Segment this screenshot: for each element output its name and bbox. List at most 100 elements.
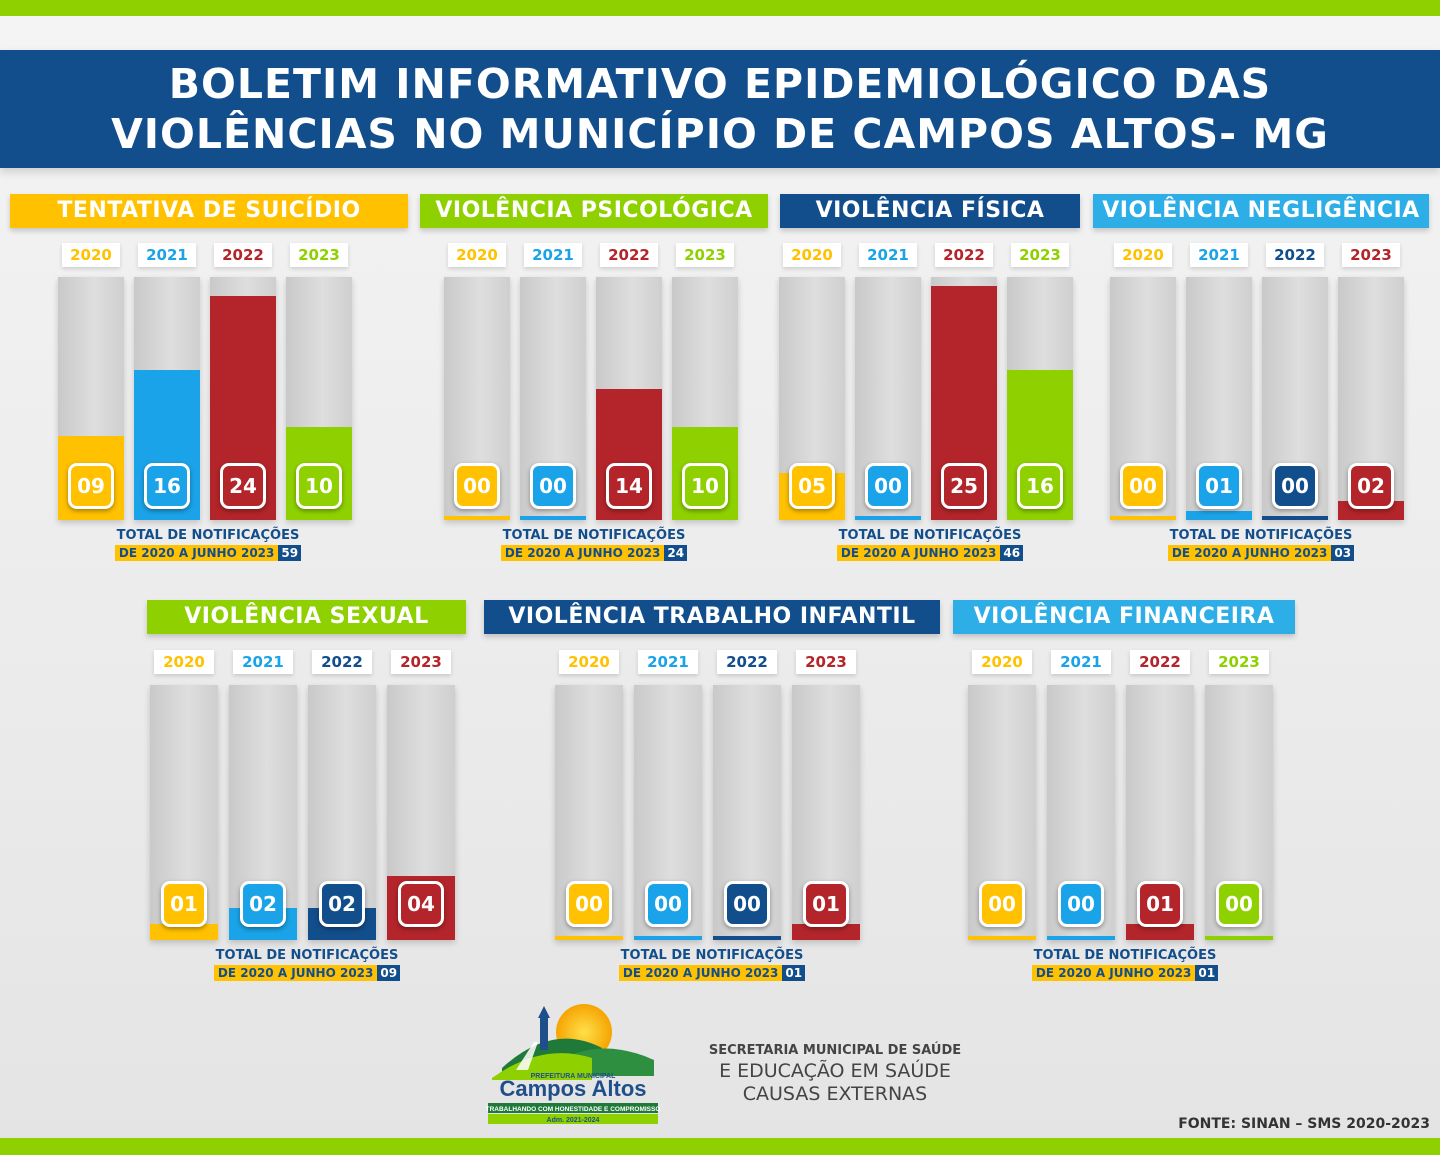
bottom-stripe xyxy=(0,1138,1440,1155)
bar xyxy=(1047,936,1115,940)
value-label: 00 xyxy=(979,881,1025,927)
year-label: 2023 xyxy=(676,243,734,267)
value-label: 05 xyxy=(789,463,835,509)
value-label: 00 xyxy=(454,463,500,509)
total-count-badge: 01 xyxy=(1195,965,1219,981)
bar xyxy=(634,936,702,940)
value-label: 00 xyxy=(645,881,691,927)
total-range-text: DE 2020 A JUNHO 2023 xyxy=(1167,545,1332,561)
total-label: TOTAL DE NOTIFICAÇÕES xyxy=(502,528,686,543)
year-label: 2022 xyxy=(312,650,372,674)
year-label: 2022 xyxy=(1266,243,1324,267)
chart-title: VIOLÊNCIA NEGLIGÊNCIA xyxy=(1093,194,1429,228)
total-count-badge: 09 xyxy=(377,965,401,981)
year-label: 2021 xyxy=(524,243,582,267)
bar xyxy=(150,924,218,940)
secretariat-line-3: CAUSAS EXTERNAS xyxy=(742,1083,928,1105)
total-range-text: DE 2020 A JUNHO 2023 xyxy=(114,545,279,561)
total-count-badge: 24 xyxy=(664,545,688,561)
secretariat-line-1: SECRETARIA MUNICIPAL DE SAÚDE xyxy=(708,1043,962,1058)
bar xyxy=(713,936,781,940)
bar xyxy=(855,516,921,520)
value-label: 24 xyxy=(220,463,266,509)
year-label: 2021 xyxy=(138,243,196,267)
value-label: 25 xyxy=(941,463,987,509)
year-label: 2022 xyxy=(600,243,658,267)
total-count-badge: 01 xyxy=(782,965,806,981)
page-title-line-2: VIOLÊNCIAS NO MUNICÍPIO DE CAMPOS ALTOS-… xyxy=(111,110,1329,158)
church-icon xyxy=(540,1018,548,1050)
value-label: 10 xyxy=(296,463,342,509)
total-range: DE 2020 A JUNHO 2023 01 xyxy=(1031,965,1219,981)
year-label: 2022 xyxy=(935,243,993,267)
value-label: 01 xyxy=(161,881,207,927)
year-label: 2022 xyxy=(717,650,777,674)
bar xyxy=(555,936,623,940)
bar xyxy=(444,516,510,520)
total-count-badge: 59 xyxy=(278,545,302,561)
bar xyxy=(1186,510,1252,520)
year-label: 2020 xyxy=(448,243,506,267)
year-label: 2023 xyxy=(1342,243,1400,267)
year-label: 2020 xyxy=(783,243,841,267)
logo-top-text: PREFEITURA MUNICIPAL xyxy=(531,1073,617,1080)
year-label: 2020 xyxy=(154,650,214,674)
total-label: TOTAL DE NOTIFICAÇÕES xyxy=(1169,528,1353,543)
year-label: 2021 xyxy=(233,650,293,674)
value-label: 00 xyxy=(1120,463,1166,509)
chart-title: VIOLÊNCIA PSICOLÓGICA xyxy=(420,194,768,228)
year-label: 2021 xyxy=(1190,243,1248,267)
total-label: TOTAL DE NOTIFICAÇÕES xyxy=(116,528,300,543)
value-label: 01 xyxy=(1137,881,1183,927)
year-label: 2023 xyxy=(391,650,451,674)
value-label: 16 xyxy=(144,463,190,509)
page-title-line-1: BOLETIM INFORMATIVO EPIDEMIOLÓGICO DAS xyxy=(168,60,1272,108)
logo-term: Adm. 2021-2024 xyxy=(547,1117,600,1124)
value-label: 00 xyxy=(865,463,911,509)
value-label: 00 xyxy=(1058,881,1104,927)
total-range-text: DE 2020 A JUNHO 2023 xyxy=(500,545,665,561)
year-label: 2020 xyxy=(972,650,1032,674)
secretariat-block: SECRETARIA MUNICIPAL DE SAÚDE E EDUCAÇÃO… xyxy=(700,1042,970,1106)
value-label: 00 xyxy=(1216,881,1262,927)
year-label: 2020 xyxy=(62,243,120,267)
year-label: 2021 xyxy=(859,243,917,267)
year-label: 2023 xyxy=(290,243,348,267)
total-range-text: DE 2020 A JUNHO 2023 xyxy=(836,545,1001,561)
year-label: 2021 xyxy=(1051,650,1111,674)
logo-slogan: TRABALHANDO COM HONESTIDADE E COMPROMISS… xyxy=(486,1106,661,1113)
data-source: FONTE: SINAN – SMS 2020-2023 xyxy=(1178,1116,1430,1132)
value-label: 00 xyxy=(724,881,770,927)
chart-title: VIOLÊNCIA FÍSICA xyxy=(780,194,1080,228)
value-label: 04 xyxy=(398,881,444,927)
total-range: DE 2020 A JUNHO 2023 59 xyxy=(114,545,302,561)
bar xyxy=(1126,924,1194,940)
year-label: 2020 xyxy=(1114,243,1172,267)
bar xyxy=(520,516,586,520)
page-header: BOLETIM INFORMATIVO EPIDEMIOLÓGICO DAS V… xyxy=(0,50,1440,168)
year-label: 2023 xyxy=(1209,650,1269,674)
year-label: 2022 xyxy=(1130,650,1190,674)
chart-title: VIOLÊNCIA TRABALHO INFANTIL xyxy=(484,600,940,634)
value-label: 16 xyxy=(1017,463,1063,509)
value-label: 02 xyxy=(319,881,365,927)
value-label: 02 xyxy=(240,881,286,927)
secretariat-line-2: E EDUCAÇÃO EM SAÚDE xyxy=(719,1060,951,1082)
value-label: 00 xyxy=(1272,463,1318,509)
chart-title: TENTATIVA DE SUICÍDIO xyxy=(10,194,408,228)
top-stripe xyxy=(0,0,1440,16)
total-label: TOTAL DE NOTIFICAÇÕES xyxy=(215,948,399,963)
total-range-text: DE 2020 A JUNHO 2023 xyxy=(618,965,783,981)
value-label: 09 xyxy=(68,463,114,509)
total-range-text: DE 2020 A JUNHO 2023 xyxy=(1031,965,1196,981)
total-label: TOTAL DE NOTIFICAÇÕES xyxy=(620,948,804,963)
total-count-badge: 03 xyxy=(1331,545,1355,561)
bar xyxy=(968,936,1036,940)
value-label: 10 xyxy=(682,463,728,509)
year-label: 2021 xyxy=(638,650,698,674)
year-label: 2020 xyxy=(559,650,619,674)
campos-altos-logo: PREFEITURA MUNICIPAL Campos Altos TRABAL… xyxy=(486,1004,661,1124)
bar xyxy=(1262,516,1328,520)
year-label: 2023 xyxy=(796,650,856,674)
chart-title: VIOLÊNCIA SEXUAL xyxy=(147,600,466,634)
